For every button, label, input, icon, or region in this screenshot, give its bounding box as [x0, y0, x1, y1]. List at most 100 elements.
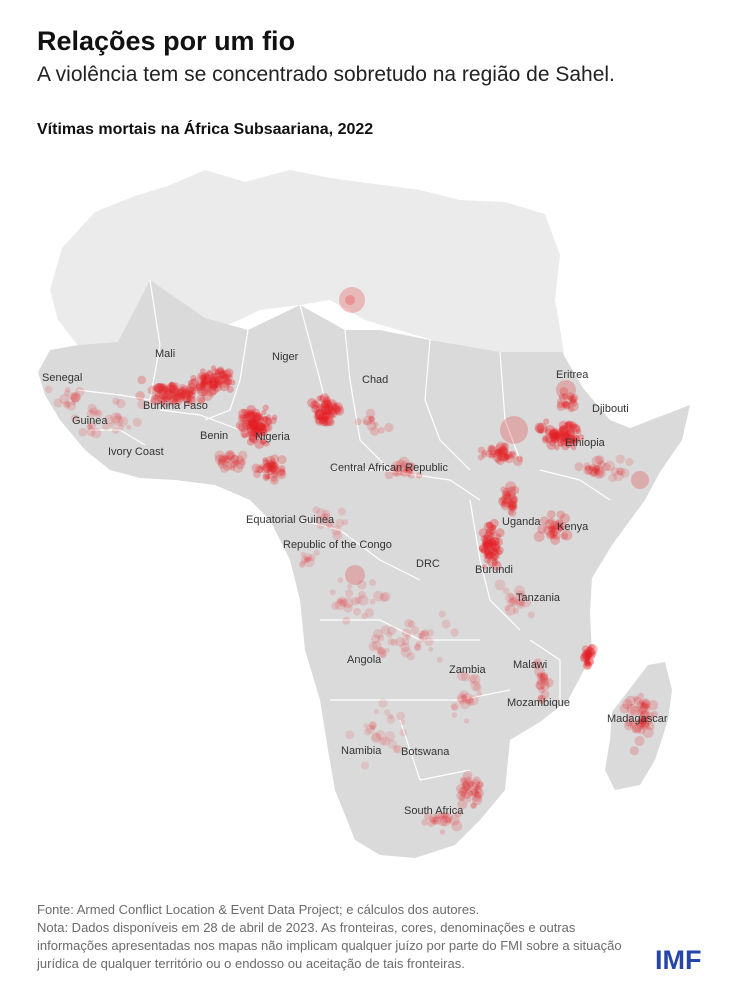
event-point — [410, 626, 420, 635]
event-point — [222, 455, 229, 462]
event-point — [641, 699, 651, 710]
event-point — [589, 465, 595, 471]
event-point — [45, 385, 53, 394]
event-point — [262, 416, 269, 423]
label-nigeria: Nigeria — [255, 431, 291, 443]
event-point — [428, 814, 439, 824]
event-point — [173, 393, 182, 402]
event-point — [165, 384, 173, 393]
event-point — [482, 539, 492, 549]
event-point — [366, 420, 377, 431]
event-point — [171, 387, 181, 397]
event-point — [565, 434, 576, 445]
event-point — [246, 426, 257, 437]
event-point — [214, 369, 221, 375]
event-point — [462, 771, 473, 781]
event-point — [87, 403, 97, 414]
event-point — [341, 519, 349, 526]
event-point — [199, 368, 206, 375]
event-point — [265, 462, 272, 469]
event-point — [485, 528, 494, 537]
event-point — [404, 464, 411, 472]
event-point — [165, 390, 175, 400]
event-point — [187, 382, 196, 392]
event-point — [269, 475, 279, 485]
event-point — [326, 401, 338, 413]
event-point — [276, 469, 287, 480]
event-point — [418, 636, 425, 643]
event-point — [377, 634, 385, 642]
event-point — [616, 467, 624, 476]
label-malawi: Malawi — [513, 659, 547, 671]
event-point — [337, 596, 347, 606]
label-mozambique: Mozambique — [507, 697, 570, 709]
event-point — [549, 429, 559, 439]
event-point — [321, 407, 330, 415]
event-point — [268, 461, 279, 472]
label-djibouti: Djibouti — [592, 403, 629, 415]
event-point — [415, 641, 422, 647]
event-point — [642, 717, 647, 723]
event-point — [223, 378, 231, 386]
event-point — [152, 394, 159, 401]
event-point — [554, 520, 564, 530]
event-point — [568, 437, 578, 447]
event-point — [631, 721, 637, 727]
event-point — [188, 391, 196, 399]
event-point — [485, 526, 497, 538]
event-point — [569, 423, 578, 432]
event-point — [354, 596, 362, 604]
event-point — [261, 409, 267, 416]
event-point — [432, 816, 438, 822]
event-point — [581, 645, 590, 653]
event-point — [527, 611, 535, 619]
event-point — [491, 525, 497, 530]
event-point — [254, 422, 264, 432]
event-point — [633, 695, 640, 702]
event-point — [495, 546, 504, 555]
event-point — [556, 524, 565, 532]
event-point — [604, 460, 615, 472]
event-point — [224, 457, 231, 464]
event-point — [271, 471, 278, 479]
event-point — [241, 408, 248, 415]
event-point — [559, 428, 564, 434]
event-point — [491, 543, 500, 553]
event-point — [262, 458, 270, 465]
event-point — [245, 431, 252, 438]
event-point — [405, 470, 412, 477]
event-point — [325, 408, 332, 415]
map-title: Vítimas mortais na África Subsaariana, 2… — [37, 121, 374, 138]
event-point — [249, 411, 258, 420]
event-point — [483, 542, 493, 552]
label-uganda: Uganda — [502, 516, 541, 528]
event-point — [589, 469, 598, 478]
event-point — [161, 386, 167, 392]
event-point — [515, 598, 522, 606]
event-point — [642, 715, 649, 722]
event-point — [538, 673, 549, 683]
event-point — [494, 579, 506, 591]
event-point — [558, 393, 567, 402]
event-point — [640, 719, 649, 729]
event-point — [545, 428, 552, 435]
event-point — [254, 439, 265, 449]
event-point — [305, 556, 311, 562]
event-point — [535, 680, 546, 691]
event-point — [551, 530, 557, 537]
event-point — [186, 390, 194, 397]
event-point — [154, 386, 162, 393]
event-point — [634, 726, 642, 733]
label-tanzania: Tanzania — [516, 592, 561, 604]
event-point — [498, 451, 509, 462]
event-point — [310, 400, 319, 410]
event-point — [544, 519, 555, 530]
event-point — [588, 644, 595, 651]
event-point — [499, 496, 507, 504]
event-point — [278, 464, 286, 473]
event-point — [459, 690, 469, 699]
event-point — [395, 459, 405, 469]
event-point — [252, 411, 263, 423]
event-point — [219, 370, 228, 379]
event-point-large — [345, 565, 365, 585]
